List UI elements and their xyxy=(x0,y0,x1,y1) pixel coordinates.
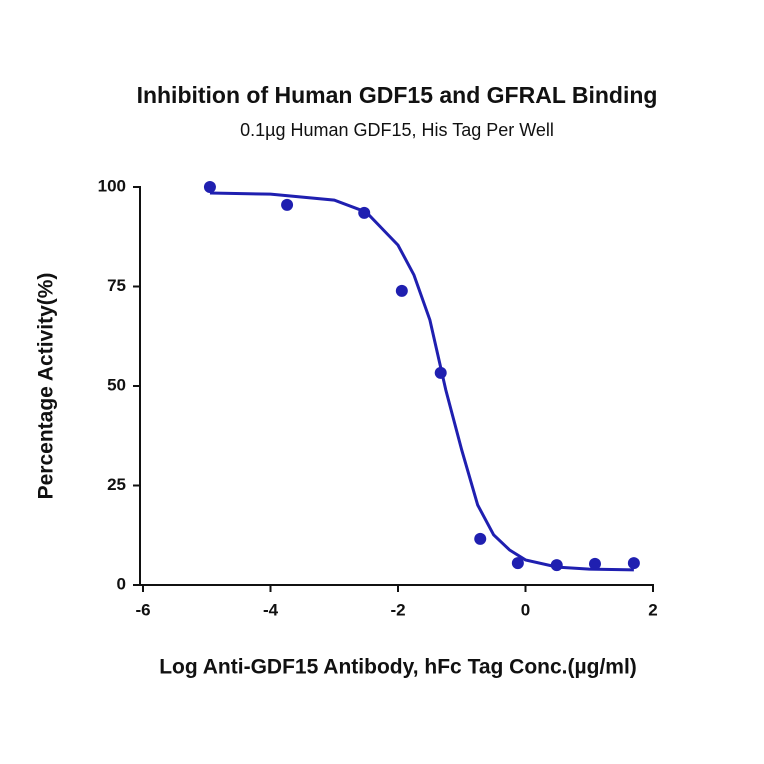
chart-subtitle: 0.1µg Human GDF15, His Tag Per Well xyxy=(240,120,554,140)
data-point xyxy=(358,206,371,219)
data-point xyxy=(474,532,487,545)
x-tick-label: 2 xyxy=(648,600,657,619)
fit-curve xyxy=(209,191,634,572)
y-tick-label: 75 xyxy=(107,276,126,295)
data-point xyxy=(203,181,216,193)
data-point xyxy=(627,557,640,570)
x-tick-label: -6 xyxy=(135,600,150,619)
y-tick-label: 100 xyxy=(98,176,126,195)
x-axis-label: Log Anti-GDF15 Antibody, hFc Tag Conc.(µ… xyxy=(159,656,637,679)
x-tick-label: -4 xyxy=(263,600,279,619)
x-tick-label: 0 xyxy=(521,600,530,619)
y-tick-label: 50 xyxy=(107,375,126,394)
data-point xyxy=(550,559,563,572)
data-point xyxy=(511,557,524,570)
data-point xyxy=(395,284,408,297)
y-axis-label: Percentage Activity(%) xyxy=(35,273,58,500)
data-point xyxy=(588,557,601,570)
data-point xyxy=(281,198,294,211)
data-point xyxy=(434,366,447,379)
y-tick-label: 25 xyxy=(107,475,126,494)
y-tick-label: 0 xyxy=(117,574,126,593)
x-tick-label: -2 xyxy=(390,600,405,619)
chart-title: Inhibition of Human GDF15 and GFRAL Bind… xyxy=(137,82,658,108)
